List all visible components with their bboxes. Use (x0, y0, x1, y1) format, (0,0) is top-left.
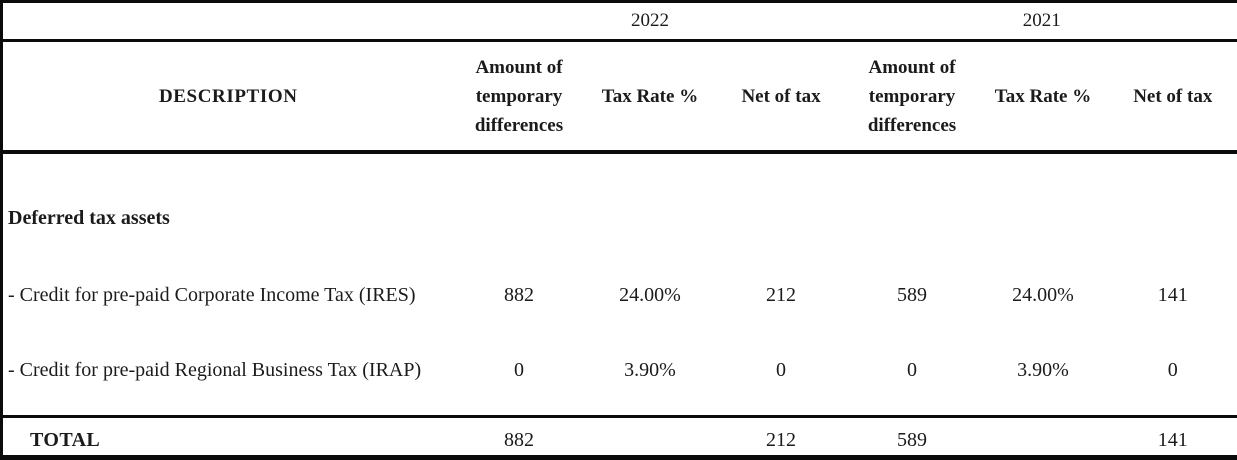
cell-taxrate-2021-irap: 3.90% (1017, 359, 1069, 381)
cell-amount-2021-irap: 0 (907, 359, 918, 381)
cell-netoftax-2021-irap: 0 (1167, 359, 1178, 381)
row-description-irap: - Credit for pre-paid Regional Business … (8, 359, 422, 381)
total-row: TOTAL 882 212 589 141 (1, 416, 1237, 459)
subheader-taxrate-2022: Tax Rate % (601, 85, 699, 107)
subheader-netoftax-2022: Net of tax (741, 85, 821, 107)
year-header-row: 2022 2021 (1, 2, 1237, 41)
total-label: TOTAL (30, 429, 101, 451)
total-amount-2022: 882 (504, 429, 534, 451)
total-taxrate-2022 (585, 417, 716, 459)
cell-netoftax-2021-ires: 141 (1157, 284, 1188, 306)
cell-taxrate-2022-irap: 3.90% (624, 359, 676, 381)
year-2021-label: 2021 (1022, 10, 1061, 31)
row-description-ires: - Credit for pre-paid Corporate Income T… (8, 284, 416, 306)
cell-netoftax-2022-irap: 0 (776, 359, 786, 381)
cell-amount-2022-irap: 0 (514, 359, 524, 381)
table-row-ires: - Credit for pre-paid Corporate Income T… (2, 240, 1237, 331)
total-taxrate-2021 (978, 417, 1109, 459)
cell-taxrate-2022-ires: 24.00% (619, 284, 681, 306)
subheader-taxrate-2021: Tax Rate % (994, 85, 1092, 107)
subheader-amount-2022: Amount of temporary differences (474, 56, 564, 136)
cell-netoftax-2022-ires: 212 (766, 284, 796, 306)
cell-amount-2021-ires: 589 (897, 284, 928, 306)
section-row-deferred-tax-assets: Deferred tax assets (2, 152, 1237, 240)
description-header: DESCRIPTION (158, 85, 298, 107)
subheader-amount-2021: Amount of temporary differences (867, 56, 957, 136)
year-2022-label: 2022 (631, 10, 669, 31)
table-row-irap: - Credit for pre-paid Regional Business … (2, 331, 1237, 417)
section-label-deferred-tax-assets: Deferred tax assets (8, 207, 170, 229)
cell-taxrate-2021-ires: 24.00% (1012, 284, 1074, 306)
cell-amount-2022-ires: 882 (504, 284, 534, 306)
total-netoftax-2021: 141 (1157, 429, 1188, 451)
total-netoftax-2022: 212 (766, 429, 796, 451)
year-row-empty-cell (2, 2, 454, 41)
column-header-row: DESCRIPTION Amount of temporary differen… (1, 41, 1237, 152)
total-amount-2021: 589 (897, 429, 928, 451)
subheader-netoftax-2021: Net of tax (1133, 85, 1213, 107)
